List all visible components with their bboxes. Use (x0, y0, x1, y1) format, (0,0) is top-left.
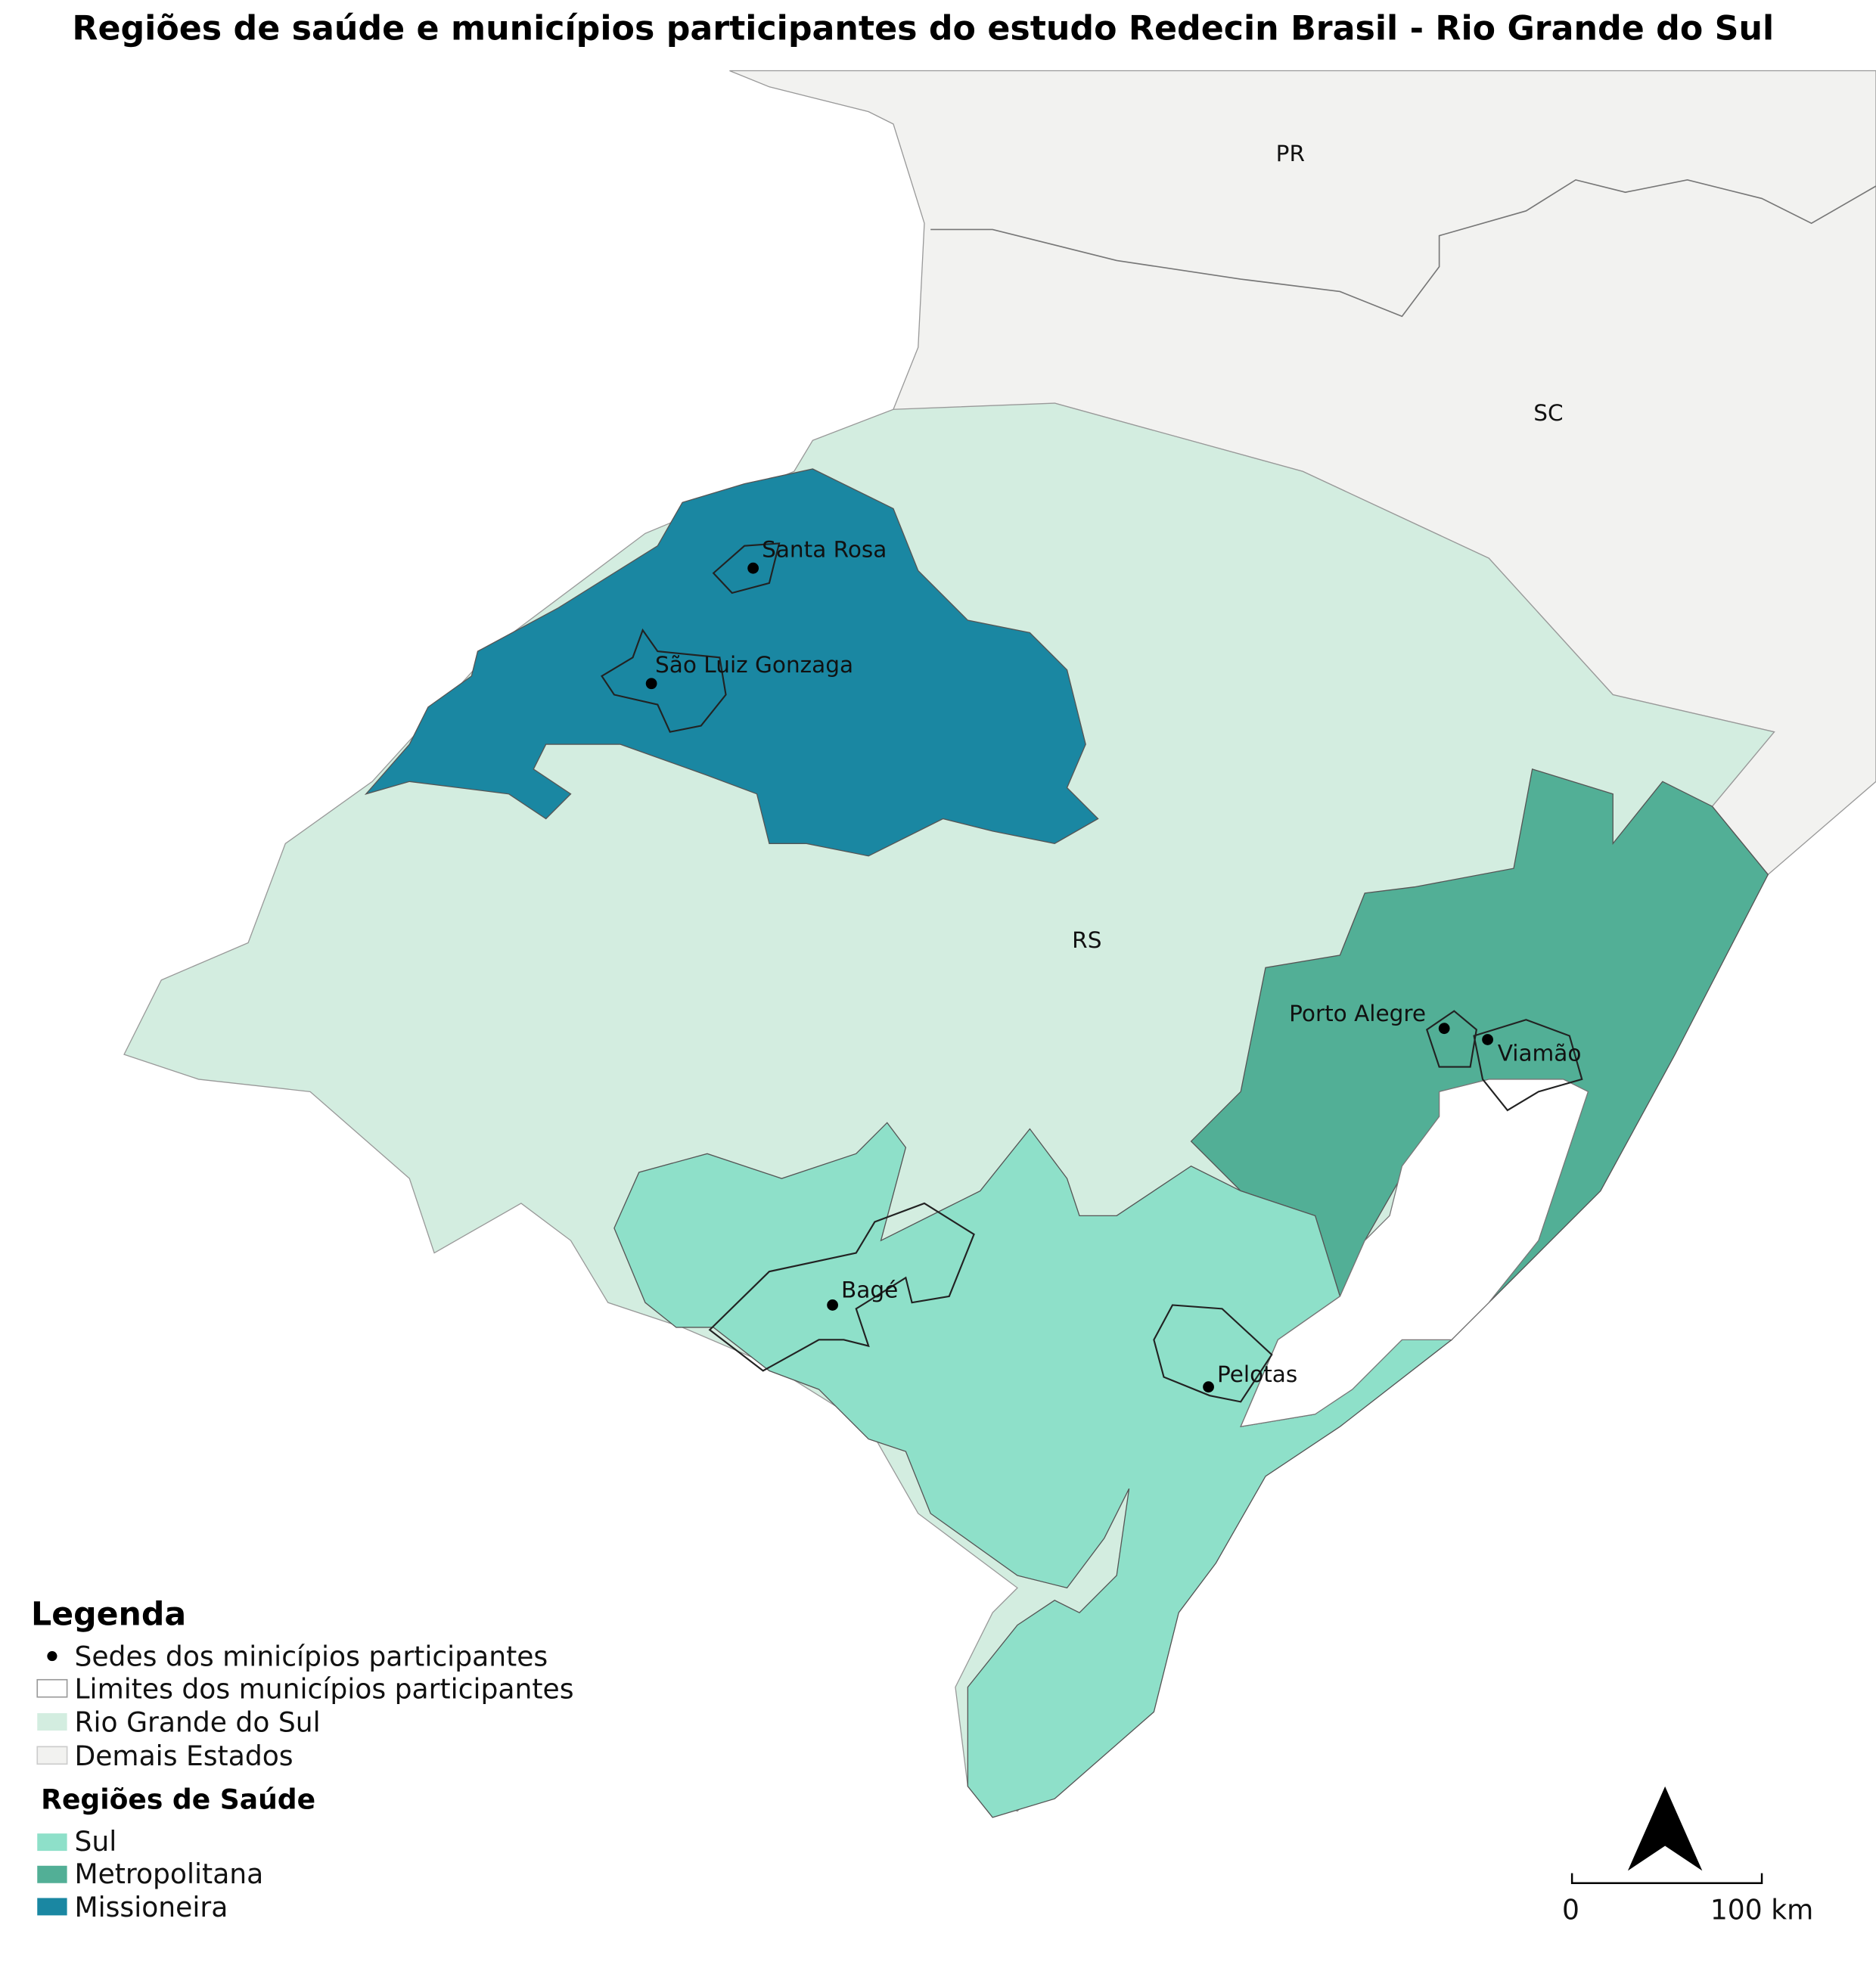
region-missioneira (364, 468, 1099, 857)
city-point (1438, 1023, 1450, 1035)
legend-label: Missioneira (74, 1892, 228, 1923)
city-point (827, 1299, 838, 1311)
legend-symbol (37, 1713, 67, 1731)
legend-title: Legenda (31, 1596, 186, 1634)
legend-label: Metropolitana (74, 1858, 263, 1890)
municipality-limit (708, 1202, 975, 1372)
city-label: São Luiz Gonzaga (655, 652, 853, 678)
cities: Santa Rosa São Luiz Gonzaga Porto Alegre… (645, 536, 1582, 1393)
municipality-limit (1425, 1010, 1477, 1068)
lagoon (1240, 1079, 1589, 1428)
city-label: Porto Alegre (1289, 1001, 1426, 1026)
municipality-limit (1473, 1019, 1583, 1112)
region-sul (613, 1122, 1453, 1818)
legend-symbol (47, 1651, 57, 1662)
legend-label: Limites dos municípios participantes (74, 1673, 573, 1705)
municipality-limit (712, 542, 781, 594)
legend-symbol (36, 1678, 68, 1698)
city-label: Bagé (841, 1277, 898, 1303)
state-border (930, 178, 1876, 318)
legend-symbol (37, 1898, 67, 1916)
city-point (1482, 1034, 1493, 1045)
city-point (747, 562, 759, 574)
legend-label: Rio Grande do Sul (74, 1707, 320, 1739)
city-point (1203, 1381, 1214, 1393)
scale-label: 0 (1562, 1894, 1579, 1926)
legend-symbol (36, 1746, 68, 1765)
municipality-limits (601, 542, 1583, 1403)
state-label: SC (1533, 400, 1563, 426)
legend-label: Sul (74, 1826, 116, 1858)
state-label: RS (1072, 927, 1101, 953)
legend: Legenda Sedes dos minicípios participant… (31, 1596, 573, 1923)
legend-label: Demais Estados (74, 1740, 293, 1772)
municipality-limit (601, 628, 727, 733)
legend-label: Sedes dos minicípios participantes (74, 1641, 548, 1673)
city-label: Viamão (1498, 1040, 1582, 1066)
scale-bar (1570, 1873, 1763, 1884)
state-label: PR (1276, 141, 1305, 166)
city-label: Santa Rosa (762, 536, 887, 562)
city-label: Pelotas (1217, 1361, 1297, 1387)
title: Regiões de saúde e municípios participan… (72, 9, 1774, 48)
municipality-limit (1153, 1304, 1273, 1403)
legend-subtitle: Regiões de Saúde (41, 1783, 315, 1815)
legend-symbol (37, 1865, 67, 1883)
north-arrow (1627, 1786, 1703, 1871)
legend-symbol (37, 1833, 67, 1852)
city-point (645, 678, 657, 690)
scale-label: 100 km (1710, 1894, 1813, 1926)
